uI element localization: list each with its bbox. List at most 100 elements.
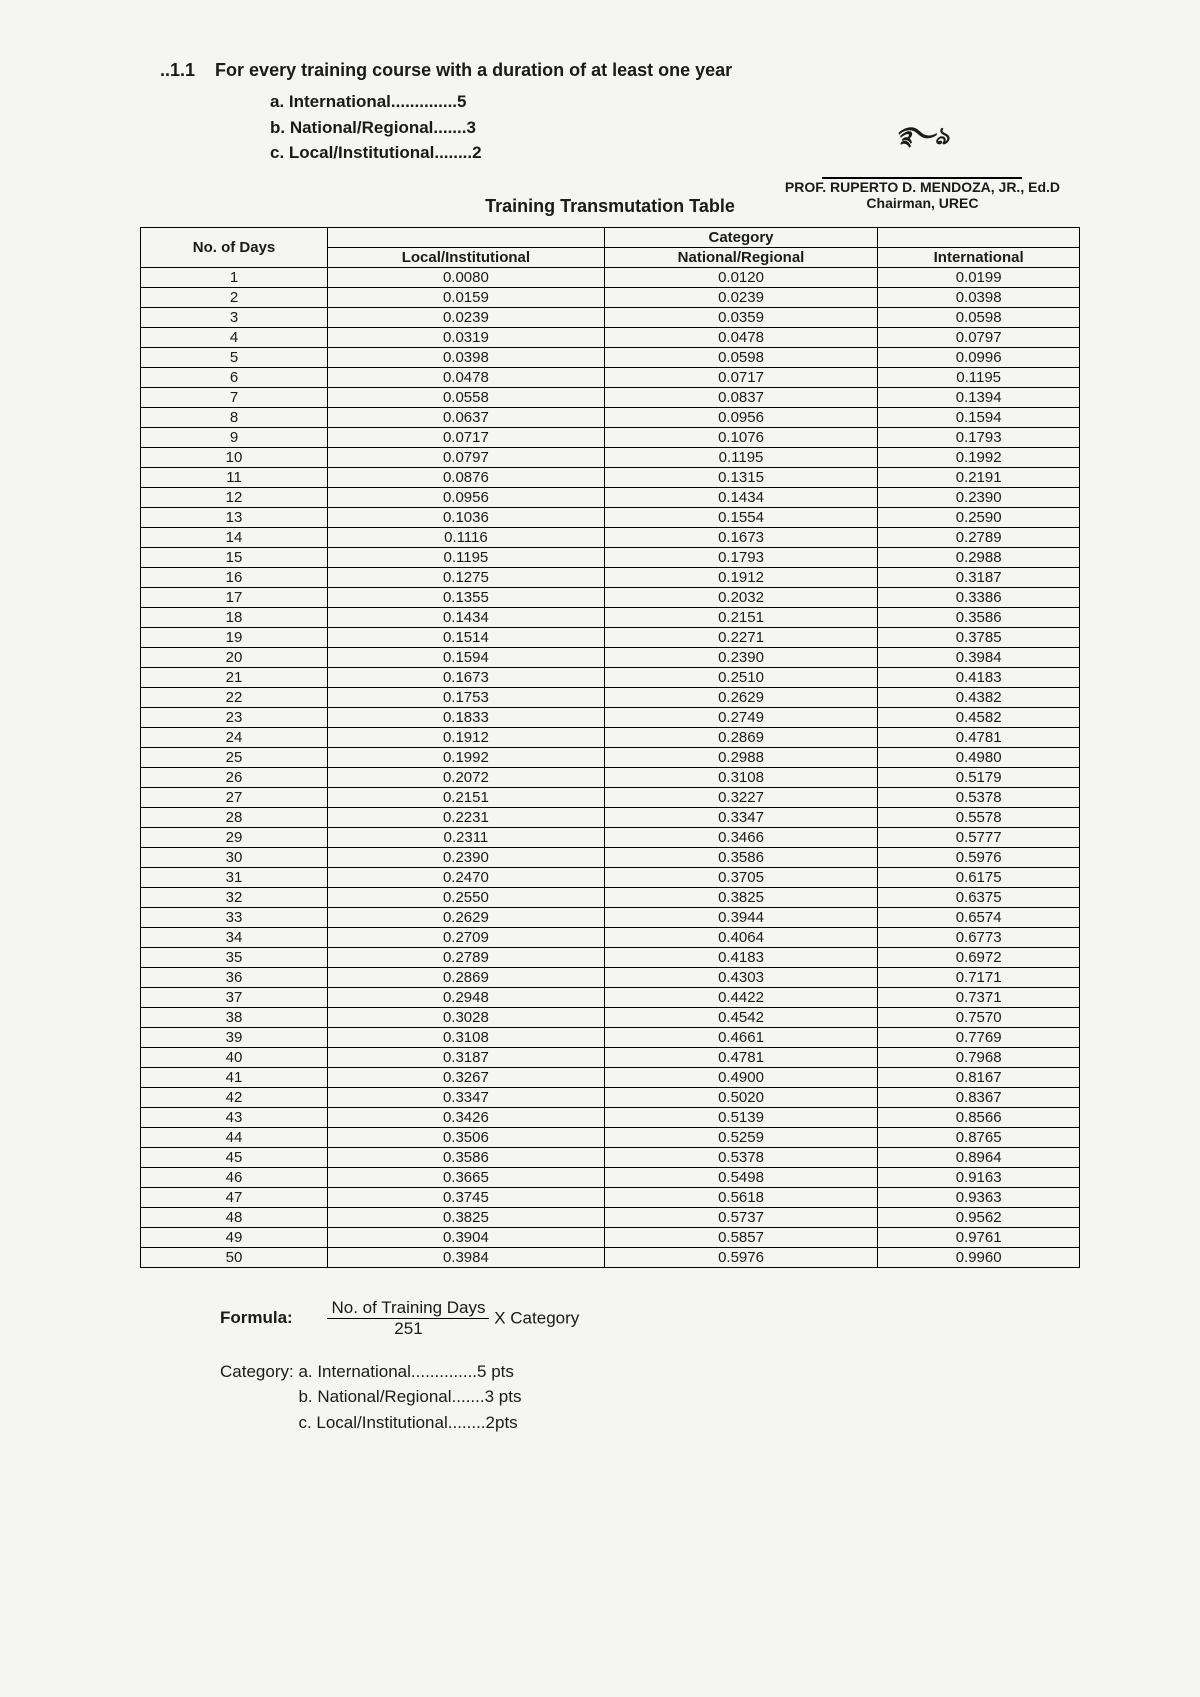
table-row: 220.17530.26290.4382: [141, 687, 1080, 707]
table-cell: 0.7769: [878, 1027, 1080, 1047]
table-cell: 0.0239: [328, 307, 605, 327]
col-national: National/Regional: [604, 247, 878, 267]
table-cell: 0.7570: [878, 1007, 1080, 1027]
table-row: 310.24700.37050.6175: [141, 867, 1080, 887]
table-cell: 49: [141, 1227, 328, 1247]
table-cell: 0.1992: [878, 447, 1080, 467]
table-cell: 0.5378: [878, 787, 1080, 807]
table-row: 260.20720.31080.5179: [141, 767, 1080, 787]
table-row: 240.19120.28690.4781: [141, 727, 1080, 747]
table-cell: 32: [141, 887, 328, 907]
table-cell: 47: [141, 1187, 328, 1207]
table-cell: 0.5737: [604, 1207, 878, 1227]
section-text: For every training course with a duratio…: [215, 60, 732, 80]
table-header-row-1: No. of Days Category: [141, 227, 1080, 247]
table-row: 380.30280.45420.7570: [141, 1007, 1080, 1027]
table-cell: 0.9960: [878, 1247, 1080, 1267]
category-footer-c: c. Local/Institutional........2pts: [298, 1410, 521, 1436]
table-cell: 0.3825: [604, 887, 878, 907]
table-cell: 0.0159: [328, 287, 605, 307]
table-cell: 0.4183: [604, 947, 878, 967]
table-cell: 12: [141, 487, 328, 507]
table-cell: 31: [141, 867, 328, 887]
table-cell: 0.0199: [878, 267, 1080, 287]
table-cell: 0.5020: [604, 1087, 878, 1107]
table-cell: 0.0478: [604, 327, 878, 347]
table-row: 430.34260.51390.8566: [141, 1107, 1080, 1127]
table-cell: 0.2072: [328, 767, 605, 787]
table-cell: 0.2470: [328, 867, 605, 887]
table-row: 320.25500.38250.6375: [141, 887, 1080, 907]
table-cell: 0.4183: [878, 667, 1080, 687]
table-row: 160.12750.19120.3187: [141, 567, 1080, 587]
formula-label: Formula:: [220, 1308, 293, 1328]
table-cell: 0.2869: [604, 727, 878, 747]
table-cell: 0.5179: [878, 767, 1080, 787]
table-cell: 0.0080: [328, 267, 605, 287]
table-cell: 18: [141, 607, 328, 627]
table-cell: 11: [141, 467, 328, 487]
table-cell: 0.6574: [878, 907, 1080, 927]
table-row: 350.27890.41830.6972: [141, 947, 1080, 967]
table-cell: 0.7371: [878, 987, 1080, 1007]
table-cell: 0.0239: [604, 287, 878, 307]
table-cell: 0.1036: [328, 507, 605, 527]
table-row: 230.18330.27490.4582: [141, 707, 1080, 727]
table-cell: 0.0717: [604, 367, 878, 387]
table-cell: 40: [141, 1047, 328, 1067]
table-cell: 0.3665: [328, 1167, 605, 1187]
table-row: 140.11160.16730.2789: [141, 527, 1080, 547]
table-cell: 0.2629: [604, 687, 878, 707]
table-cell: 0.2988: [604, 747, 878, 767]
table-cell: 8: [141, 407, 328, 427]
table-cell: 0.3267: [328, 1067, 605, 1087]
table-cell: 0.0837: [604, 387, 878, 407]
table-cell: 0.7171: [878, 967, 1080, 987]
table-cell: 25: [141, 747, 328, 767]
table-cell: 0.5777: [878, 827, 1080, 847]
table-cell: 20: [141, 647, 328, 667]
table-cell: 0.4781: [604, 1047, 878, 1067]
table-row: 120.09560.14340.2390: [141, 487, 1080, 507]
table-row: 400.31870.47810.7968: [141, 1047, 1080, 1067]
table-cell: 48: [141, 1207, 328, 1227]
table-cell: 0.4661: [604, 1027, 878, 1047]
formula-denominator: 251: [327, 1319, 489, 1339]
table-cell: 0.2590: [878, 507, 1080, 527]
table-cell: 0.0120: [604, 267, 878, 287]
table-cell: 0.4582: [878, 707, 1080, 727]
formula-numerator: No. of Training Days: [327, 1298, 489, 1319]
table-cell: 0.1594: [328, 647, 605, 667]
table-row: 20.01590.02390.0398: [141, 287, 1080, 307]
table-cell: 29: [141, 827, 328, 847]
table-row: 480.38250.57370.9562: [141, 1207, 1080, 1227]
signature-title: Chairman, UREC: [785, 195, 1060, 211]
formula-block: Formula: No. of Training Days 251 X Cate…: [220, 1298, 1080, 1339]
table-cell: 0.4980: [878, 747, 1080, 767]
section-header: ..1.1 For every training course with a d…: [160, 60, 1080, 81]
table-cell: 0.0478: [328, 367, 605, 387]
table-cell: 0.0797: [878, 327, 1080, 347]
table-cell: 0.2550: [328, 887, 605, 907]
table-cell: 0.5857: [604, 1227, 878, 1247]
table-cell: 0.0398: [328, 347, 605, 367]
table-row: 30.02390.03590.0598: [141, 307, 1080, 327]
table-cell: 0.1594: [878, 407, 1080, 427]
table-row: 280.22310.33470.5578: [141, 807, 1080, 827]
table-cell: 21: [141, 667, 328, 687]
table-row: 390.31080.46610.7769: [141, 1027, 1080, 1047]
table-cell: 0.3227: [604, 787, 878, 807]
table-cell: 0.2709: [328, 927, 605, 947]
table-cell: 0.3825: [328, 1207, 605, 1227]
table-cell: 23: [141, 707, 328, 727]
table-cell: 0.8964: [878, 1147, 1080, 1167]
table-row: 190.15140.22710.3785: [141, 627, 1080, 647]
table-cell: 46: [141, 1167, 328, 1187]
table-cell: 0.5578: [878, 807, 1080, 827]
table-cell: 0.3028: [328, 1007, 605, 1027]
table-row: 340.27090.40640.6773: [141, 927, 1080, 947]
table-cell: 36: [141, 967, 328, 987]
table-cell: 43: [141, 1107, 328, 1127]
table-cell: 0.3426: [328, 1107, 605, 1127]
table-row: 330.26290.39440.6574: [141, 907, 1080, 927]
